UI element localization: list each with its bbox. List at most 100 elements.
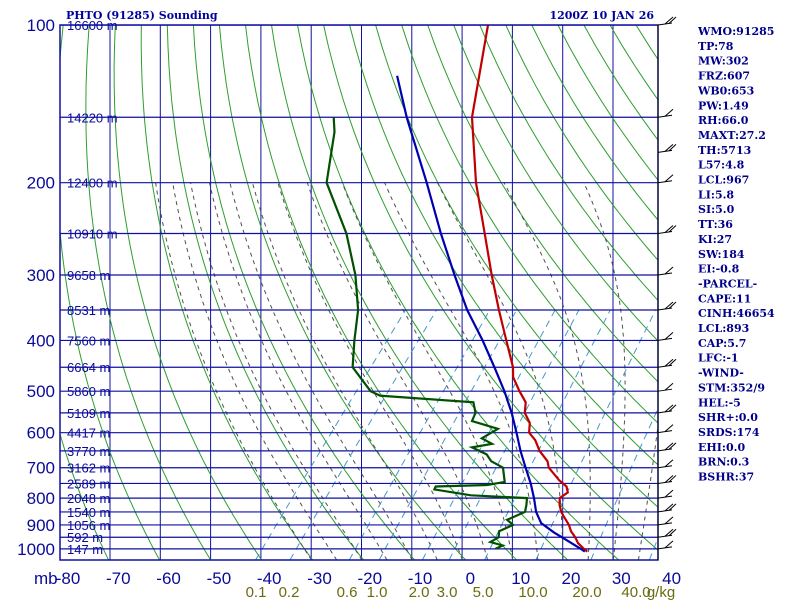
sounding-index: -WIND- bbox=[698, 367, 744, 380]
sounding-index: EI:-0.8 bbox=[698, 263, 740, 276]
sounding-index: FRZ:607 bbox=[698, 70, 750, 83]
dry-adiabat bbox=[505, 25, 658, 261]
temperature-tick-label: -50 bbox=[207, 569, 232, 588]
moist-adiabat bbox=[437, 182, 564, 560]
moist-adiabat bbox=[229, 182, 413, 560]
pressure-tick-label: 500 bbox=[27, 382, 55, 401]
mixing-ratio-line bbox=[448, 309, 580, 560]
height-label: 147 m bbox=[67, 542, 103, 557]
dry-adiabat bbox=[479, 25, 658, 302]
dry-adiabat bbox=[113, 25, 263, 560]
sounding-index: CAP:5.7 bbox=[698, 337, 746, 350]
sounding-index: HEL:-5 bbox=[698, 396, 741, 409]
wind-barb bbox=[657, 301, 677, 311]
pressure-tick-label: 1000 bbox=[17, 540, 55, 559]
chart-time: 1200Z 10 JAN 26 bbox=[549, 9, 654, 22]
temperature-tick-label: 40 bbox=[662, 569, 681, 588]
temperature-tick-label: -70 bbox=[106, 569, 131, 588]
height-label: 5860 m bbox=[67, 384, 110, 399]
height-label: 1540 m bbox=[67, 505, 110, 520]
dry-adiabat bbox=[349, 25, 658, 508]
wind-barb bbox=[657, 358, 677, 368]
dry-adiabat bbox=[245, 25, 517, 560]
dry-adiabat bbox=[297, 25, 620, 560]
mixing-ratio-label: 0.6 bbox=[337, 584, 358, 600]
wind-barb bbox=[657, 424, 674, 434]
wind-barb bbox=[657, 528, 677, 538]
temperature-tick-label: 30 bbox=[612, 569, 631, 588]
pressure-tick-label: 700 bbox=[27, 459, 55, 478]
height-label: 12400 m bbox=[67, 176, 118, 191]
sounding-index: PW:1.49 bbox=[698, 99, 749, 112]
wind-barb bbox=[657, 108, 674, 118]
wind-barb bbox=[657, 174, 674, 184]
dry-adiabat bbox=[192, 25, 415, 560]
sounding-index: LCL:893 bbox=[698, 322, 749, 335]
sounding-index: LI:5.8 bbox=[698, 188, 734, 201]
height-label: 2048 m bbox=[67, 491, 110, 506]
height-label: 16600 m bbox=[67, 18, 118, 33]
sounding-index: SHR+:0.0 bbox=[698, 411, 758, 424]
mixing-ratio-label: 20.0 bbox=[572, 584, 601, 600]
wind-barb bbox=[657, 266, 674, 276]
sounding-index: MAXT:27.2 bbox=[698, 129, 766, 142]
height-label: 6664 m bbox=[67, 360, 110, 375]
height-label: 7560 m bbox=[67, 333, 110, 348]
dry-adiabat bbox=[453, 25, 658, 342]
mixing-ratio-label: 40.0 bbox=[621, 584, 650, 600]
pressure-tick-label: 400 bbox=[27, 331, 55, 350]
chart-title: PHTO (91285) Sounding bbox=[66, 9, 218, 22]
wind-barb bbox=[657, 404, 677, 414]
sounding-index: BSHR:37 bbox=[698, 471, 754, 484]
moist-adiabat bbox=[209, 182, 388, 560]
moist-adiabat bbox=[190, 182, 363, 560]
sounding-index: BRN:0.3 bbox=[698, 456, 749, 469]
temperature-tick-label: -40 bbox=[257, 569, 282, 588]
temperature-tick-label: 10 bbox=[511, 569, 530, 588]
parcel-profile-line bbox=[396, 75, 586, 553]
mixing-ratio-line bbox=[289, 309, 437, 560]
wind-barb bbox=[657, 459, 674, 469]
moist-adiabat bbox=[172, 182, 338, 560]
mixing-ratio-label: 1.0 bbox=[367, 584, 388, 600]
height-label: 10910 m bbox=[67, 226, 118, 241]
wind-barb bbox=[657, 540, 674, 550]
moist-adiabat bbox=[155, 182, 312, 560]
mixing-ratio-label: 5.0 bbox=[473, 584, 494, 600]
wind-barb bbox=[657, 516, 674, 526]
moist-adiabat bbox=[583, 182, 626, 560]
pressure-tick-label: 300 bbox=[27, 266, 55, 285]
wind-barb bbox=[657, 225, 677, 234]
height-label: 5109 m bbox=[67, 406, 110, 421]
pressure-tick-label: 100 bbox=[27, 16, 55, 35]
sounding-index: TT:36 bbox=[698, 218, 733, 231]
sounding-index: SW:184 bbox=[698, 248, 745, 261]
dry-adiabat bbox=[427, 25, 658, 383]
wind-barb bbox=[657, 503, 677, 513]
sounding-index: MW:302 bbox=[698, 55, 749, 68]
sounding-index: KI:27 bbox=[698, 233, 732, 246]
mixing-ratio-label: 3.0 bbox=[437, 584, 458, 600]
moist-adiabat bbox=[251, 182, 438, 560]
height-label: 9658 m bbox=[67, 268, 110, 283]
dry-adiabat bbox=[60, 25, 161, 560]
height-label: 8531 m bbox=[67, 303, 110, 318]
moist-adiabat bbox=[638, 422, 658, 560]
sounding-index: TH:5713 bbox=[698, 144, 751, 157]
pressure-tick-label: 900 bbox=[27, 516, 55, 535]
sounding-index: CAPE:11 bbox=[698, 292, 751, 305]
sounding-index: LCL:967 bbox=[698, 174, 749, 187]
height-label: 4417 m bbox=[67, 426, 110, 441]
moist-adiabat bbox=[503, 182, 591, 560]
dry-adiabat bbox=[60, 432, 110, 560]
dry-adiabat bbox=[140, 25, 314, 560]
height-label: 2589 m bbox=[67, 476, 110, 491]
wind-barb bbox=[657, 332, 674, 341]
dry-adiabat bbox=[375, 25, 658, 466]
sounding-index: STM:352/9 bbox=[698, 381, 765, 394]
temperature-tick-label: -60 bbox=[156, 569, 181, 588]
wind-barb bbox=[657, 16, 677, 26]
mixing-ratio-line bbox=[378, 309, 518, 560]
sounding-index: RH:66.0 bbox=[698, 114, 749, 127]
height-label: 14220 m bbox=[67, 110, 118, 125]
